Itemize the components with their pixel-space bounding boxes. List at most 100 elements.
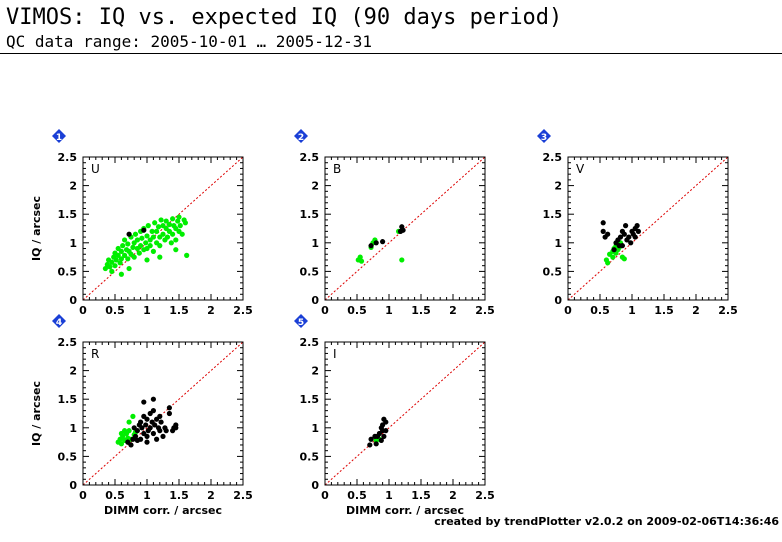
data-point-green (139, 235, 145, 241)
data-point-green (125, 241, 131, 247)
data-point-black (383, 428, 389, 434)
y-tick-label: 1.5 (58, 208, 78, 221)
data-point-green (150, 234, 156, 240)
x-tick-label: 2 (449, 489, 457, 502)
x-tick-label: 2.5 (233, 304, 253, 317)
data-point-green (145, 223, 151, 229)
data-point-black (372, 433, 378, 439)
plot-frame (82, 341, 244, 486)
x-tick-label: 2 (207, 489, 215, 502)
data-point-green (173, 237, 179, 243)
data-point-green (149, 228, 155, 234)
data-point-black (141, 227, 147, 233)
panel-label: B (333, 162, 341, 176)
data-point-green (120, 243, 126, 249)
x-tick-label: 2 (449, 304, 457, 317)
x-tick-label: 1 (143, 304, 151, 317)
data-point-black (600, 228, 606, 234)
data-point-black (144, 433, 150, 439)
data-point-green (160, 231, 166, 237)
panel-badge-number: 3 (541, 133, 547, 143)
data-point-green (610, 254, 616, 260)
data-point-black (621, 231, 627, 237)
data-point-green (122, 252, 128, 258)
y-tick-label: 2 (69, 365, 77, 378)
page-subtitle: QC data range: 2005-10-01 … 2005-12-31 (6, 32, 373, 51)
data-point-black (626, 234, 632, 240)
data-point-black (619, 243, 626, 249)
y-tick-label: 1 (69, 237, 77, 250)
data-point-black (144, 416, 150, 422)
data-point-black (143, 422, 149, 428)
data-point-black (400, 227, 406, 233)
data-point-black (381, 433, 387, 439)
data-point-black (381, 416, 387, 422)
data-point-green (118, 256, 124, 262)
data-point-black (160, 433, 166, 439)
data-point-black (378, 437, 384, 443)
y-tick-label: 2 (554, 180, 562, 193)
data-point-black (367, 442, 373, 448)
x-axis-label: DIMM corr. / arcsec (104, 504, 222, 517)
data-point-green (126, 428, 132, 434)
plot-frame (567, 156, 729, 301)
panel-badge-number: 1 (56, 133, 62, 143)
x-tick-label: 1 (143, 489, 151, 502)
y-tick-label: 1 (69, 422, 77, 435)
plot-frame (324, 156, 486, 301)
x-tick-label: 2.5 (718, 304, 738, 317)
x-tick-label: 0.5 (347, 489, 367, 502)
panel-badge-icon (537, 129, 551, 143)
data-point-green (147, 243, 153, 249)
diagonal-line (82, 156, 244, 301)
x-tick-label: 0 (79, 304, 87, 317)
y-tick-label: 0.5 (58, 265, 78, 278)
panel-badge-number: 2 (298, 133, 304, 143)
data-point-black (373, 240, 379, 246)
y-tick-label: 2.5 (58, 151, 78, 164)
data-point-black (157, 428, 163, 434)
data-point-black (150, 430, 156, 437)
data-point-green (155, 224, 162, 230)
data-point-black (126, 231, 132, 237)
data-point-green (357, 254, 363, 260)
data-point-black (154, 436, 160, 442)
data-point-black (147, 425, 153, 431)
diagonal-line (324, 341, 486, 486)
data-point-green (125, 256, 131, 262)
y-tick-label: 2.5 (58, 336, 78, 349)
x-tick-label: 1.5 (411, 489, 431, 502)
x-tick-label: 0 (321, 304, 329, 317)
y-axis-label: IQ / arcsec (30, 196, 43, 261)
data-point-green (136, 250, 142, 256)
data-point-green (173, 247, 179, 253)
data-point-black (163, 428, 169, 434)
data-point-black (617, 234, 624, 240)
x-tick-label: 0 (79, 489, 87, 502)
y-tick-label: 1.5 (300, 208, 320, 221)
x-tick-label: 1 (628, 304, 636, 317)
data-point-green (170, 231, 176, 237)
data-point-black (134, 428, 140, 434)
panel-label: V (576, 162, 585, 176)
x-tick-label: 1.5 (169, 304, 189, 317)
y-tick-label: 1.5 (543, 208, 563, 221)
x-tick-label: 2.5 (475, 489, 495, 502)
data-point-black (150, 408, 156, 414)
data-point-black (139, 425, 145, 431)
header-divider (0, 53, 782, 54)
chart-panel-1: 1 0 0.5 1 1.5 2 2.5 0 0.5 1 1.5 2 2.5 U IQ / arcsec (30, 129, 253, 317)
data-point-green (170, 216, 176, 222)
data-point-green (132, 231, 139, 237)
x-tick-label: 1.5 (169, 489, 189, 502)
data-point-black (373, 441, 379, 447)
x-tick-label: 1 (385, 489, 393, 502)
chart-panel-3: 3 0 0.5 1 1.5 2 2.5 0 0.5 1 1.5 2 2.5 V (537, 129, 738, 317)
data-point-black (173, 425, 179, 431)
panel-badge-number: 4 (56, 318, 62, 328)
y-tick-label: 0 (69, 479, 77, 492)
y-tick-label: 2 (311, 180, 319, 193)
data-point-green (112, 263, 118, 269)
data-point-green (130, 413, 136, 419)
